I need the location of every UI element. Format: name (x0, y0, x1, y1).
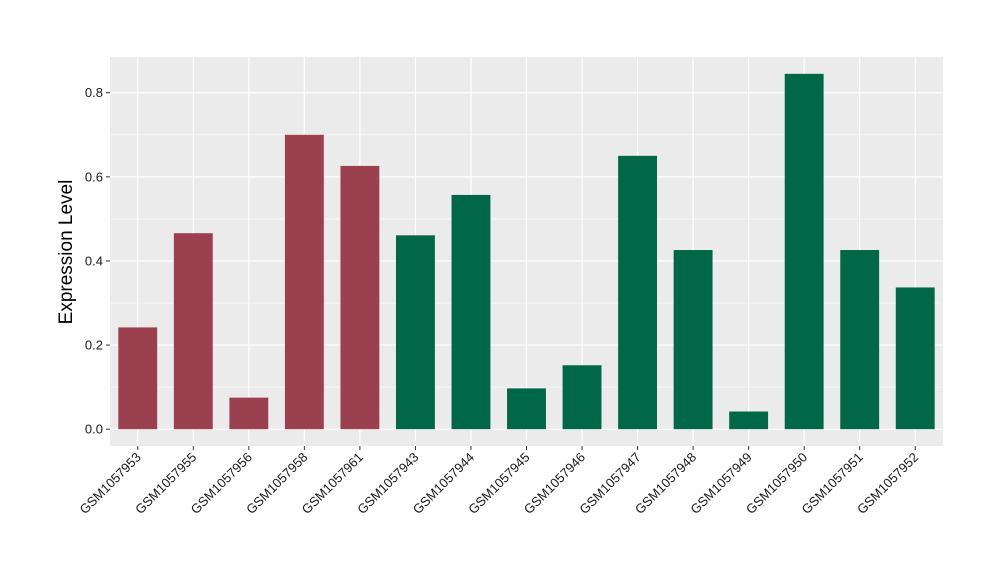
y-axis: 0.0 0.2 0.4 0.6 0.8 (85, 85, 110, 437)
bars (118, 73, 935, 430)
y-axis-title: Expression Level (56, 180, 77, 325)
y-tick-label: 0.4 (85, 253, 103, 268)
bar (729, 411, 769, 430)
bar (451, 194, 491, 430)
bar (118, 327, 158, 430)
y-tick-label: 0.2 (85, 338, 103, 353)
y-tick-label: 0.0 (85, 422, 103, 437)
y-tick-label: 0.6 (85, 169, 103, 184)
bar (673, 250, 713, 430)
bar (284, 134, 324, 430)
bar (340, 165, 380, 430)
bar (395, 235, 435, 430)
bar (229, 397, 269, 430)
bar (618, 155, 658, 430)
bar (562, 365, 602, 430)
x-axis: GSM1057953GSM1057955GSM1057956GSM1057958… (77, 446, 921, 517)
bar (840, 250, 880, 430)
bar (173, 233, 213, 430)
bar (507, 388, 546, 430)
bar (895, 287, 935, 430)
bar (784, 73, 824, 430)
y-tick-label: 0.8 (85, 85, 103, 100)
